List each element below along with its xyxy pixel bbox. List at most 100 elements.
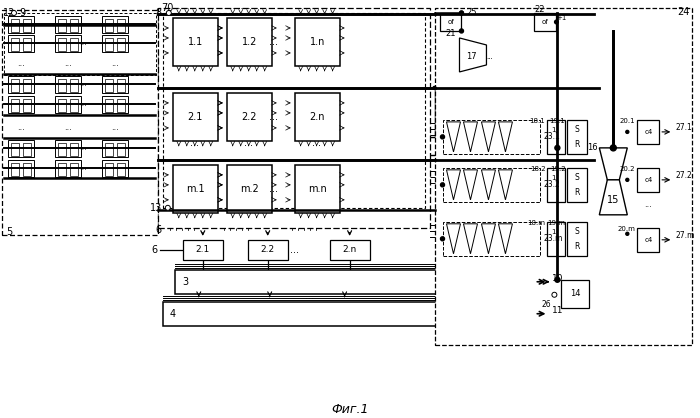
Bar [23,143,31,156]
Circle shape [440,237,444,241]
Circle shape [610,145,616,151]
Text: 19.2: 19.2 [550,166,566,172]
Text: 3: 3 [183,277,189,287]
Text: Фиг.1: Фиг.1 [331,403,368,416]
Bar [11,163,19,176]
Bar [55,76,81,93]
Text: 18.2: 18.2 [530,166,545,172]
Circle shape [167,10,172,15]
Text: 22: 22 [534,5,545,15]
Text: 23.1: 23.1 [543,133,560,141]
Text: R: R [575,242,580,251]
Bar [568,168,587,202]
Bar [568,222,587,256]
Bar [102,96,128,113]
Bar [70,99,78,112]
Text: 27.m: 27.m [676,231,694,240]
Text: 70: 70 [161,3,173,13]
Text: ...: ... [111,123,119,133]
Circle shape [460,11,463,15]
Bar [105,143,113,156]
Polygon shape [463,122,477,152]
Bar [70,19,78,32]
Polygon shape [482,170,496,200]
Text: ...: ... [79,79,87,89]
Text: 24: 24 [677,7,690,17]
Text: of: of [542,19,549,25]
Text: 2.2: 2.2 [241,112,257,122]
Text: 5: 5 [6,227,12,237]
Text: 19.m: 19.m [547,220,566,226]
Bar [58,143,66,156]
Bar [2,10,158,235]
Polygon shape [447,170,461,200]
Text: 1: 1 [552,229,556,235]
Text: 1.n: 1.n [309,37,325,47]
Text: ...: ... [79,99,87,108]
Text: 4: 4 [170,309,176,319]
Text: 2.1: 2.1 [196,245,210,254]
Text: 14: 14 [570,289,580,298]
Circle shape [165,205,170,210]
Text: R: R [575,189,580,197]
Text: +1: +1 [556,15,567,21]
Bar [175,270,534,294]
Bar [58,163,66,176]
Text: 20.2: 20.2 [620,166,636,172]
Bar [105,19,113,32]
Bar [117,79,125,92]
Bar [547,168,566,202]
Bar [11,38,19,51]
Text: ...: ... [64,123,72,133]
Polygon shape [447,224,461,254]
Text: ...: ... [270,112,278,122]
Text: ...: ... [312,138,321,148]
Text: ...: ... [644,200,652,209]
Text: ...: ... [190,138,199,148]
Circle shape [459,29,463,33]
Text: 19.1: 19.1 [550,118,566,124]
Bar [58,19,66,32]
Text: ...: ... [79,163,87,172]
Text: 27.1: 27.1 [676,123,692,133]
Bar [183,240,223,260]
Bar [568,120,587,154]
Bar [295,93,340,141]
Bar [23,79,31,92]
Circle shape [555,145,560,150]
Bar [117,38,125,51]
Text: ...: ... [270,184,278,194]
Text: 12: 12 [3,8,15,18]
Bar [547,222,566,256]
Bar [11,79,19,92]
Bar [637,120,659,144]
Text: ...: ... [79,20,87,28]
Polygon shape [482,224,496,254]
Polygon shape [463,170,477,200]
Text: ...: ... [79,38,87,48]
Text: 6: 6 [155,225,162,235]
Text: 1.1: 1.1 [188,37,203,47]
Text: ...: ... [79,143,87,153]
Circle shape [440,183,444,187]
Bar [23,19,31,32]
Text: 1: 1 [552,127,556,133]
Text: S: S [575,125,580,135]
Text: 17: 17 [466,52,477,61]
Bar [102,76,128,93]
Bar [23,163,31,176]
Bar [8,160,34,177]
Bar [117,143,125,156]
Text: m.n: m.n [308,184,326,194]
Text: 26: 26 [542,300,552,309]
Text: 6: 6 [152,245,158,255]
Bar [295,165,340,213]
Text: 1.2: 1.2 [241,37,257,47]
Text: ...: ... [244,138,253,148]
Bar [8,16,34,33]
Text: ...: ... [305,291,314,301]
Bar [637,168,659,192]
Bar [227,165,272,213]
Polygon shape [447,122,461,152]
Text: 11: 11 [552,306,564,315]
